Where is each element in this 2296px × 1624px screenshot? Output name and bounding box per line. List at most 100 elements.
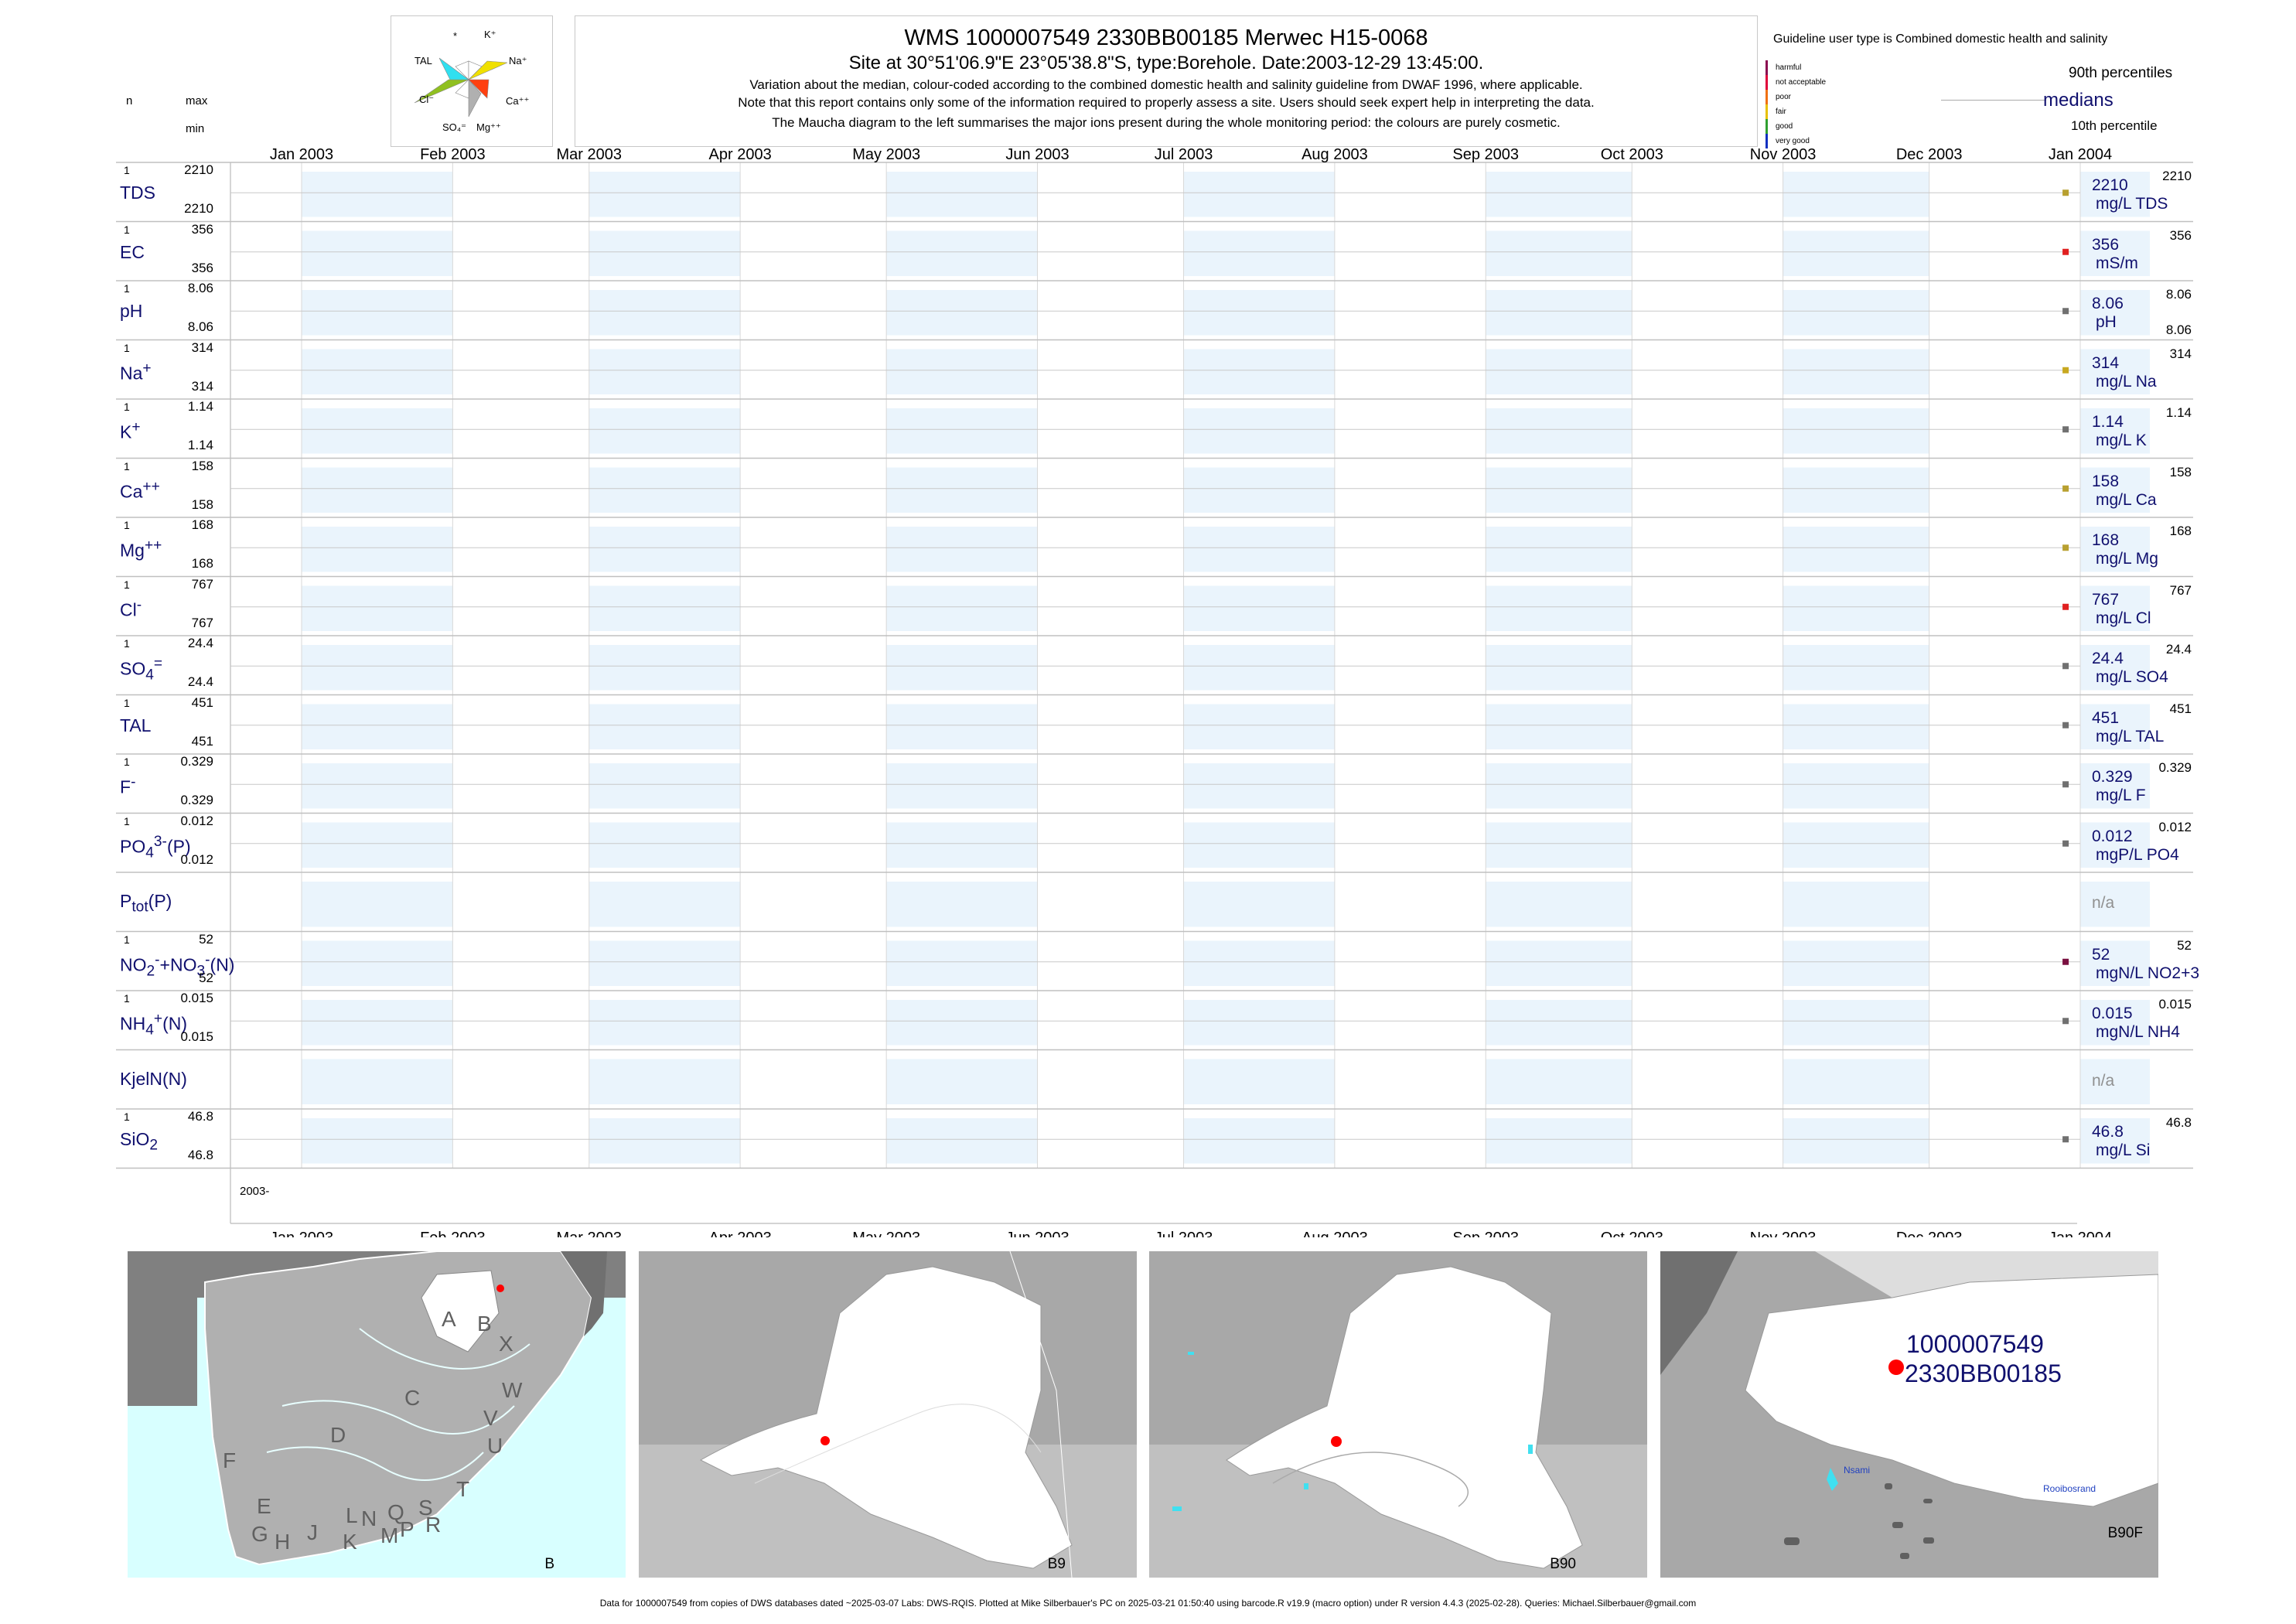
row-min: 158 <box>191 496 213 512</box>
month-band <box>886 1118 1038 1164</box>
x-axis-bottom-label: 2003- <box>240 1185 269 1198</box>
row-label: Cl- <box>120 596 142 620</box>
map-region-letter: M <box>380 1523 399 1547</box>
map2-corner-label: B9 <box>1047 1556 1066 1572</box>
month-band <box>302 940 453 986</box>
month-band <box>2080 704 2150 749</box>
data-point <box>2062 308 2069 315</box>
month-band <box>1783 230 1929 276</box>
row-n: 1 <box>124 459 130 473</box>
row-p90-value: 8.06 <box>2165 287 2192 302</box>
month-band <box>302 1059 453 1104</box>
x-tick-label-bottom: May 2003 <box>852 1230 920 1237</box>
map-b90-graphic <box>1149 1266 1647 1578</box>
legend-class-label: very good <box>1776 137 1810 145</box>
month-band <box>886 763 1038 809</box>
row-max: 767 <box>191 576 213 592</box>
month-band <box>302 1118 453 1164</box>
month-band <box>886 408 1038 454</box>
maucha-label: Mg⁺⁺ <box>476 121 501 133</box>
month-band <box>1486 467 1632 513</box>
month-band <box>2080 882 2150 927</box>
month-band <box>1183 763 1335 809</box>
row-value-na: n/a <box>2092 1071 2115 1090</box>
month-band <box>1183 822 1335 868</box>
row-median-value: 52 <box>2092 945 2110 964</box>
legend-class-label: good <box>1776 122 1793 131</box>
map4-corner-label: B90F <box>2107 1525 2143 1541</box>
month-band <box>588 940 741 986</box>
row-label: F- <box>120 774 136 797</box>
month-band <box>2080 1118 2150 1164</box>
row-n: 1 <box>124 933 130 946</box>
month-band <box>1486 349 1632 394</box>
x-tick-label-top: Nov 2003 <box>1750 146 1817 163</box>
month-band <box>1183 645 1335 691</box>
month-band <box>302 527 453 572</box>
row-p90-value: 356 <box>2169 227 2192 243</box>
row-unit: mg/L Si <box>2096 1141 2151 1159</box>
site-id-label: 1000007549 <box>1906 1330 2044 1358</box>
row-min: 1.14 <box>187 438 213 452</box>
row-label: pH <box>120 301 143 321</box>
legend-class-label: fair <box>1776 107 1786 116</box>
month-band <box>302 230 453 276</box>
month-band <box>588 349 741 394</box>
legend-class-label: poor <box>1776 93 1792 101</box>
legend-swatch <box>1765 119 1768 134</box>
row-label: PO43-(P) <box>120 833 191 861</box>
month-band <box>588 1118 741 1164</box>
x-tick-label-top: Jan 2003 <box>270 146 333 163</box>
month-band <box>886 645 1038 691</box>
month-band <box>2080 527 2150 572</box>
month-band <box>1783 585 1929 631</box>
x-tick-label-top: May 2003 <box>852 146 920 163</box>
month-band <box>302 408 453 454</box>
month-band <box>588 527 741 572</box>
month-band <box>588 230 741 276</box>
map-region-letter: F <box>223 1448 237 1472</box>
month-band <box>886 585 1038 631</box>
month-band <box>302 882 453 927</box>
month-band <box>1783 172 1929 217</box>
month-band <box>2080 408 2150 454</box>
data-point <box>2062 722 2069 728</box>
map-region-letter: B <box>477 1312 492 1336</box>
legend-class-label: harmful <box>1776 63 1802 72</box>
x-tick-label-bottom: Jan 2004 <box>2049 1230 2112 1237</box>
month-band <box>1183 349 1335 394</box>
month-band <box>886 882 1038 927</box>
x-tick-label-top: Feb 2003 <box>420 146 486 163</box>
x-tick-label-top: Dec 2003 <box>1896 146 1963 163</box>
row-max: 52 <box>199 931 213 947</box>
maucha-diagram-graphic: * K⁺ TAL Na⁺ Cl⁻ Ca⁺⁺ SO₄⁼ Mg⁺⁺ <box>414 29 529 133</box>
row-median-value: 8.06 <box>2092 295 2124 312</box>
row-label: EC <box>120 241 145 262</box>
row-median-value: 24.4 <box>2092 650 2124 667</box>
row-min: 168 <box>191 556 213 571</box>
month-band <box>1486 527 1632 572</box>
row-median-value: 0.015 <box>2092 1005 2133 1022</box>
x-tick-label-top: Jul 2003 <box>1155 146 1213 163</box>
x-tick-label-bottom: Oct 2003 <box>1601 1230 1663 1237</box>
month-band <box>2080 290 2150 336</box>
legend-class-item: not acceptable <box>1765 75 1826 90</box>
month-band <box>302 763 453 809</box>
month-band <box>588 290 741 336</box>
month-band <box>588 822 741 868</box>
data-point <box>2062 367 2069 374</box>
month-band <box>1486 822 1632 868</box>
legend-90th: 90th percentiles <box>2069 65 2173 81</box>
row-n: 1 <box>124 164 130 176</box>
month-band <box>1486 1000 1632 1046</box>
legend-class-item: poor <box>1765 90 1791 104</box>
row-max: 46.8 <box>187 1109 213 1124</box>
row-label: SO4= <box>120 656 163 684</box>
row-median-value: 451 <box>2092 708 2120 727</box>
row-p90-value: 158 <box>2169 464 2192 479</box>
row-unit: mg/L K <box>2096 432 2147 449</box>
x-tick-label-bottom: Feb 2003 <box>420 1230 486 1237</box>
month-band <box>1183 172 1335 217</box>
row-min: 356 <box>191 260 213 275</box>
site-marker <box>820 1436 830 1445</box>
